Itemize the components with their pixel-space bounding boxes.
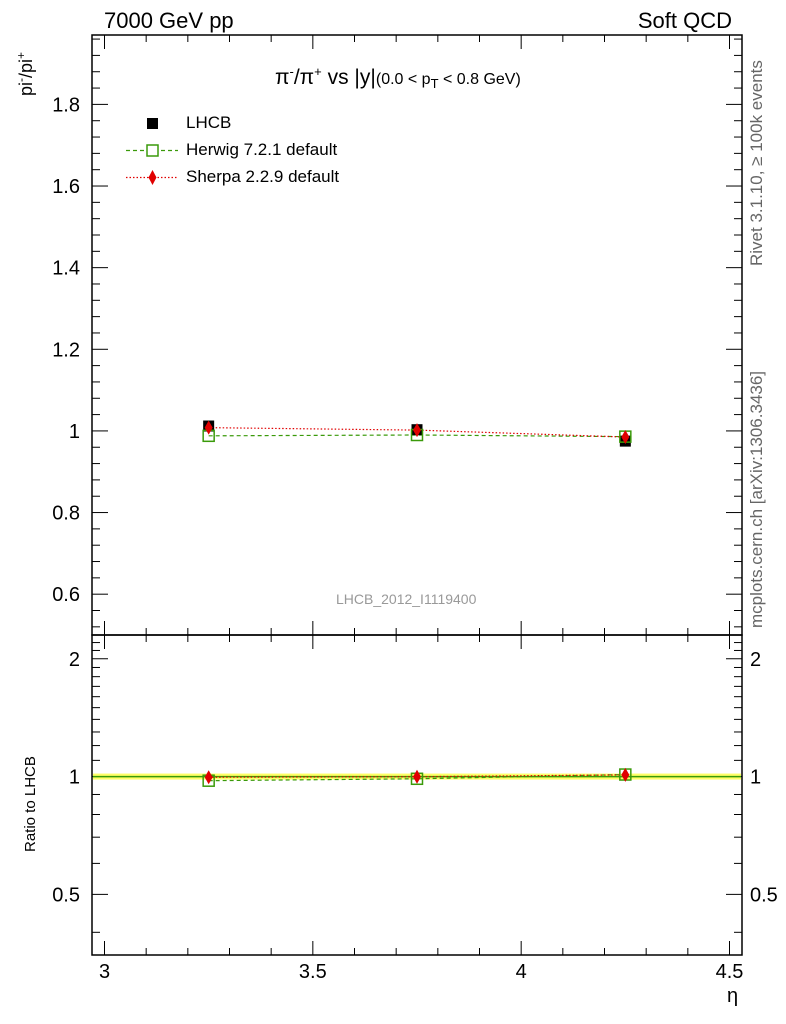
ylabel-mid: /pi (16, 58, 36, 78)
ratio-sherpa-marker (204, 770, 213, 785)
y-axis-label-ratio: Ratio to LHCB (22, 756, 39, 852)
x-axis-label: η (727, 985, 739, 1007)
y-tick-label: 0.8 (52, 503, 80, 525)
ratio-y-tick-label-right: 0.5 (750, 884, 778, 906)
sherpa-marker (204, 420, 213, 435)
square-filled-icon (147, 118, 158, 129)
title-vs: vs |y| (321, 66, 376, 89)
y-tick-label: 1.8 (52, 94, 80, 116)
y-tick-label: 0.6 (52, 584, 80, 606)
ratio-y-tick-label: 0.5 (52, 884, 80, 906)
sherpa-marker (413, 423, 421, 438)
x-tick-label: 4.5 (716, 961, 744, 983)
rivet-version-label: Rivet 3.1.10, ≥ 100k events (747, 60, 766, 266)
ylabel-sup1: - (14, 77, 28, 82)
ratio-panel-frame (91, 634, 743, 956)
header-left: 7000 GeV pp (104, 8, 234, 33)
ratio-sherpa-marker (413, 769, 421, 784)
title-range-sub: T (430, 76, 439, 92)
y-tick-label: 1.2 (52, 339, 80, 361)
sherpa-marker (621, 430, 630, 445)
legend-label-lhcb: LHCB (186, 113, 232, 132)
y-tick-label: 1.6 (52, 176, 80, 198)
ratio-y-tick-label-right: 2 (750, 649, 761, 671)
x-tick-label: 4 (516, 961, 527, 983)
y-tick-label: 1 (69, 421, 80, 443)
square-open-icon (126, 144, 178, 157)
ratio-y-tick-label: 1 (69, 767, 80, 789)
title-range-b: < 0.8 GeV) (438, 71, 521, 88)
diamond-icon (126, 170, 178, 185)
ylabel-base: pi (16, 81, 36, 96)
title-range-a: (0.0 < p (375, 71, 431, 88)
title-minus: - (289, 64, 294, 79)
y-tick-label: 1.4 (52, 258, 80, 280)
ratio-sherpa-line (208, 774, 626, 778)
title-slash: /π (293, 66, 315, 89)
y-axis-label-main: pi-/pi+ (14, 52, 37, 96)
analysis-watermark: LHCB_2012_I1119400 (336, 591, 477, 607)
ratio-y-tick-label-right: 1 (750, 767, 761, 789)
header-right: Soft QCD (637, 8, 732, 33)
x-tick-label: 3 (99, 961, 110, 983)
x-tick-label: 3.5 (299, 961, 327, 983)
plot-title: π-/π+ vs |y|(0.0 < pT < 0.8 GeV) (275, 64, 521, 91)
ratio-y-tick-label: 2 (69, 649, 80, 671)
mcplots-label: mcplots.cern.ch [arXiv:1306.3436] (747, 370, 766, 628)
sherpa-line (208, 427, 626, 438)
ratio-sherpa-marker (621, 767, 630, 782)
title-pi: π (275, 66, 290, 89)
title-plus: + (314, 64, 322, 79)
ylabel-sup2: + (14, 51, 28, 59)
legend-label-sherpa: Sherpa 2.2.9 default (186, 167, 340, 186)
legend-label-herwig: Herwig 7.2.1 default (186, 140, 338, 159)
